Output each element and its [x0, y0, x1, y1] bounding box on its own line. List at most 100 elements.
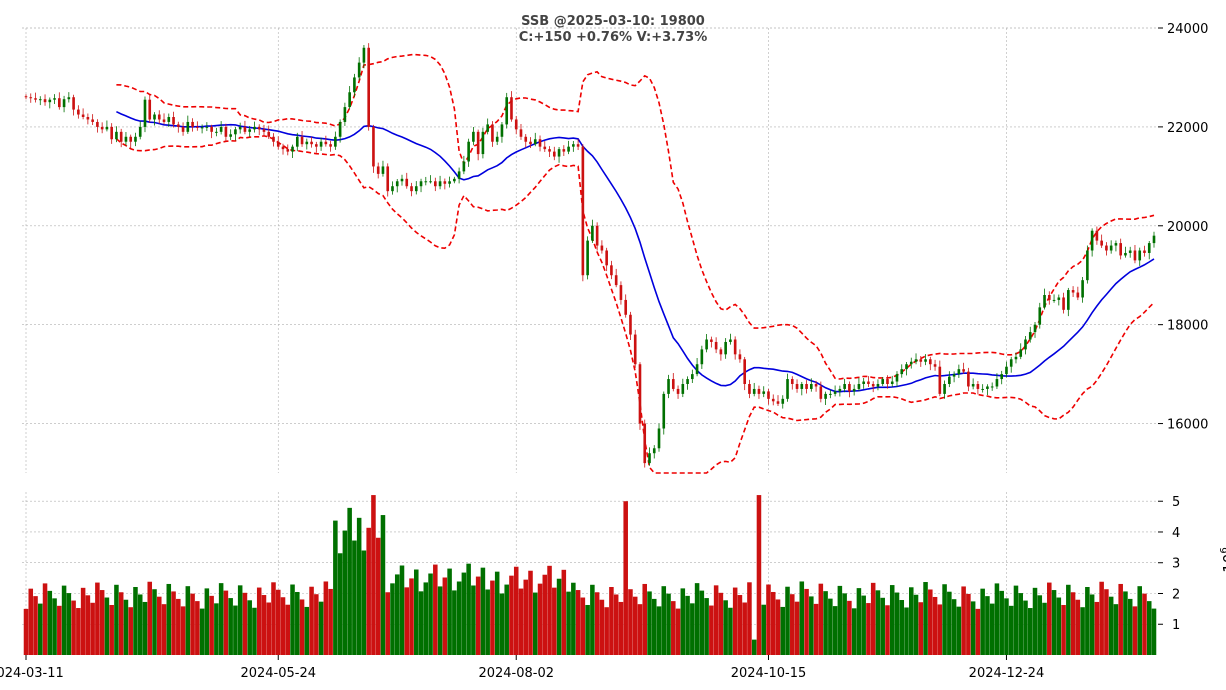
volume-bar [1137, 586, 1142, 655]
volume-bar [661, 586, 667, 655]
candle-body [372, 126, 375, 167]
volume-bar [1061, 604, 1066, 655]
candle-body [1109, 245, 1113, 251]
candle-body [686, 379, 689, 384]
volume-bar [537, 583, 543, 655]
volume-bar [632, 596, 638, 655]
candle-body [710, 339, 713, 342]
candle-body [253, 126, 256, 130]
candle-body [196, 126, 199, 128]
candle-body [110, 126, 113, 140]
candle-body [324, 141, 328, 145]
volume-bar [261, 595, 267, 655]
volume-bar [447, 568, 452, 655]
candle-body [148, 99, 152, 120]
candle-body [400, 178, 404, 182]
candle-body [353, 77, 356, 93]
volume-bar [337, 553, 343, 655]
candle-body [810, 384, 813, 389]
price-tick-label: 16000 [1167, 418, 1208, 433]
volume-bar [390, 583, 395, 655]
candle-body [557, 149, 561, 157]
volume-bar [171, 591, 176, 655]
candle-body [586, 240, 589, 276]
candle-body [291, 146, 294, 152]
volume-bar [1027, 608, 1033, 655]
volume-bar [942, 584, 947, 655]
candle-body [619, 285, 623, 300]
volume-bar [209, 595, 214, 655]
volume-bar [485, 589, 490, 655]
candle-body [971, 384, 975, 387]
candle-body [162, 119, 166, 122]
volume-bar [599, 599, 605, 655]
volume-bar [1085, 587, 1090, 655]
volume-bar [266, 602, 272, 655]
candle-body [1024, 339, 1027, 350]
volume-bar [556, 578, 562, 655]
volume-bar [1075, 599, 1081, 655]
candle-body [176, 124, 180, 127]
chart-title-line2: C:+150 +0.76% V:+3.73% [519, 30, 707, 45]
volume-bar [732, 587, 738, 655]
volume-bar [347, 507, 352, 655]
candle-body [224, 126, 228, 137]
candle-body [786, 379, 789, 399]
volume-bar [885, 605, 890, 655]
candle-body [1119, 243, 1122, 256]
candle-body [591, 225, 594, 241]
candle-body [1043, 295, 1046, 308]
volume-bar [1066, 584, 1071, 655]
volume-bar [709, 605, 714, 655]
volume-bar [742, 602, 747, 655]
volume-bar [85, 595, 91, 655]
candle-body [781, 398, 785, 404]
candle-body [524, 136, 528, 142]
date-tick-label: 2024-12-24 [969, 666, 1045, 681]
candle-body [272, 136, 275, 142]
bollinger-bands [115, 53, 1155, 474]
volume-bar [161, 604, 167, 655]
candle-body [948, 376, 951, 384]
candle-body [914, 359, 918, 362]
volume-bar [414, 569, 419, 655]
price-tick-label: 24000 [1167, 22, 1208, 37]
candle-body [143, 99, 147, 127]
volume-bar [409, 578, 414, 655]
candle-body [410, 186, 413, 192]
volume-bar [33, 596, 38, 655]
candle-body [138, 126, 142, 137]
volume-bar [271, 582, 276, 655]
volume-bar [528, 570, 533, 655]
volume-bar [1047, 582, 1052, 655]
candle-body [624, 299, 628, 315]
candle-body [72, 97, 75, 110]
candle-body [305, 141, 309, 145]
candle-body [395, 181, 399, 187]
volume-bar [61, 585, 67, 655]
candle-body [215, 131, 218, 133]
candle-body [419, 181, 423, 187]
volume-tick-label: 5 [1172, 495, 1180, 510]
volume-bar [866, 603, 871, 655]
volume-bar [523, 579, 529, 655]
candle-body [376, 166, 380, 174]
candle-body [762, 391, 766, 394]
volume-bar [832, 606, 838, 655]
volume-bar [728, 607, 733, 655]
volume-bar [185, 586, 191, 655]
candle-body [924, 359, 927, 362]
volume-bar [1151, 608, 1157, 655]
candle-body [29, 97, 33, 99]
volume-bar [985, 596, 990, 655]
volume-bar [975, 608, 981, 655]
candle-body [681, 384, 685, 394]
candle-body [848, 384, 851, 392]
candle-body [448, 181, 451, 184]
volume-bar [1132, 606, 1138, 655]
volume-bar [428, 573, 433, 655]
candle-body [467, 141, 470, 162]
candle-body [510, 97, 513, 120]
volume-bar [47, 590, 53, 655]
volume-bar [385, 592, 390, 655]
